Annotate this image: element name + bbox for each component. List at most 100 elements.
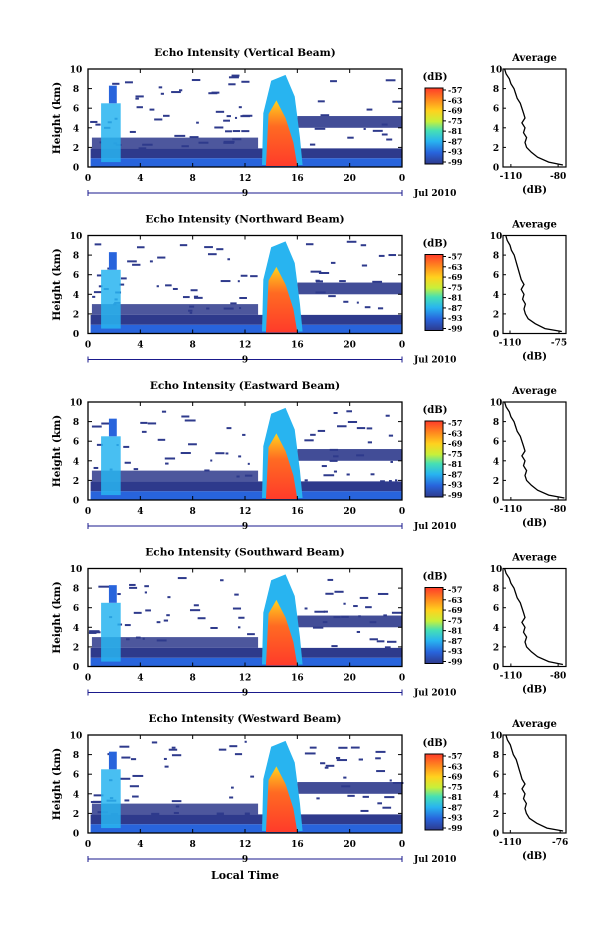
echo-speck xyxy=(360,244,367,247)
echo-speck xyxy=(92,295,96,298)
echo-speck xyxy=(247,462,250,465)
echo-speck xyxy=(328,295,336,298)
low-layer xyxy=(90,814,402,825)
x-tick-label: 20 xyxy=(343,341,356,351)
early-plume xyxy=(101,602,121,662)
x-tick-label: 16 xyxy=(291,341,304,351)
echo-speck xyxy=(320,114,330,117)
echo-speck xyxy=(132,795,139,798)
colorbar-tick-label: -81 xyxy=(448,792,462,802)
storm-core xyxy=(265,100,298,167)
y-tick-label: 8 xyxy=(73,252,79,262)
colorbar-tick-label: -93 xyxy=(448,813,463,823)
echo-speck xyxy=(330,261,336,264)
x-tick-label: 8 xyxy=(190,840,196,850)
surface-layer xyxy=(90,324,402,334)
echo-speck xyxy=(234,593,239,596)
echo-speck xyxy=(132,774,144,777)
upper-layer xyxy=(297,116,402,128)
profile-y-tick-label: 2 xyxy=(493,477,499,487)
colorbar-tick-label: -81 xyxy=(448,459,462,469)
y-tick-label: 10 xyxy=(70,399,83,409)
echo-speck xyxy=(207,253,217,256)
echo-speck xyxy=(171,800,182,803)
storm-core xyxy=(265,599,298,666)
echo-speck xyxy=(234,753,243,756)
echo-speck xyxy=(323,474,335,477)
colorbar-tick-label: -87 xyxy=(448,802,462,812)
echo-speck xyxy=(391,611,403,614)
echo-speck xyxy=(359,596,369,599)
x-tick-label: 4 xyxy=(137,840,143,850)
profile-frame xyxy=(502,734,567,834)
x-tick-label: 4 xyxy=(137,507,143,517)
echo-speck xyxy=(136,246,145,249)
echo-speck xyxy=(218,748,227,751)
y-tick-label: 8 xyxy=(73,585,79,595)
echo-speck xyxy=(346,240,357,243)
echo-speck xyxy=(98,585,110,588)
echo-speck xyxy=(216,248,224,251)
echo-speck xyxy=(171,91,181,94)
echo-speck xyxy=(167,596,171,599)
echo-speck xyxy=(189,311,193,314)
echo-speck xyxy=(237,626,241,629)
echo-speck xyxy=(174,134,186,137)
early-plume-top xyxy=(108,585,117,603)
echo-speck xyxy=(119,283,125,286)
profile-x-tick-label: -110 xyxy=(500,172,523,182)
echo-speck xyxy=(330,80,337,83)
echo-speck xyxy=(96,274,102,277)
colorbar-tick-label: -87 xyxy=(448,469,462,479)
echo-speck xyxy=(329,459,338,462)
heatmap-field xyxy=(88,574,403,667)
echo-speck xyxy=(220,280,231,283)
echo-speck xyxy=(214,126,224,129)
echo-speck xyxy=(175,805,180,808)
echo-speck xyxy=(392,100,402,103)
echo-speck xyxy=(93,291,102,294)
y-tick-label: 4 xyxy=(73,624,79,634)
echo-speck xyxy=(89,630,100,633)
y-tick-label: 4 xyxy=(73,291,79,301)
echo-speck xyxy=(216,812,224,815)
echo-speck xyxy=(165,462,169,465)
echo-speck xyxy=(244,812,250,815)
echo-speck xyxy=(316,797,320,800)
echo-speck xyxy=(208,92,218,95)
echo-speck xyxy=(325,592,334,595)
echo-speck xyxy=(210,459,213,462)
echo-speck xyxy=(204,246,213,249)
echo-speck xyxy=(334,590,344,593)
echo-speck xyxy=(132,263,141,266)
colorbar-tick-label: -69 xyxy=(448,439,463,449)
upper-layer xyxy=(297,282,402,295)
heatmap-field xyxy=(90,740,404,833)
echo-speck xyxy=(228,83,236,86)
echo-speck xyxy=(95,123,101,126)
echo-speck xyxy=(129,583,136,586)
echo-speck xyxy=(117,593,121,596)
echo-speck xyxy=(388,254,397,257)
colorbar-tick-label: -75 xyxy=(448,116,462,126)
echo-speck xyxy=(227,258,231,261)
echo-speck xyxy=(390,460,393,463)
colorbar xyxy=(424,587,444,664)
echo-speck xyxy=(363,127,366,130)
echo-speck xyxy=(343,776,347,779)
colorbar-tick-label: -99 xyxy=(448,490,463,500)
echo-speck xyxy=(206,307,210,310)
y-tick-label: 10 xyxy=(70,66,83,76)
echo-speck xyxy=(138,147,147,150)
profile-frame xyxy=(502,401,567,501)
day-label: 9 xyxy=(242,189,248,199)
echo-speck xyxy=(238,616,245,619)
y-tick-label: 6 xyxy=(73,771,79,781)
echo-speck xyxy=(314,610,325,613)
echo-speck xyxy=(130,758,137,761)
echo-speck xyxy=(383,614,387,617)
echo-speck xyxy=(236,475,240,478)
echo-speck xyxy=(181,415,190,418)
profile-y-tick-label: 0 xyxy=(493,164,499,174)
echo-speck xyxy=(329,448,339,451)
